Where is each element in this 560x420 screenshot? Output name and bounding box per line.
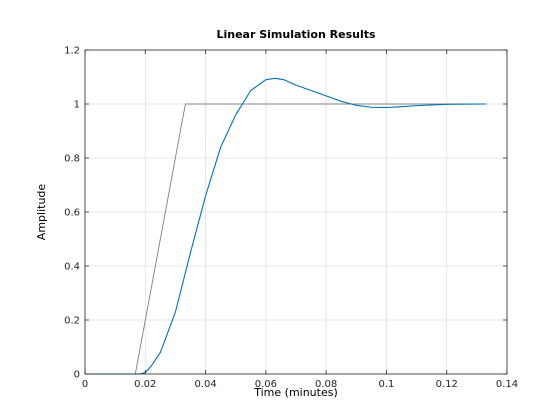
y-tick-label: 0.8 <box>64 154 80 165</box>
y-tick-label: 1.2 <box>64 46 80 57</box>
x-tick-label: 0.1 <box>378 379 394 390</box>
y-axis-label: Amplitude <box>35 184 48 241</box>
x-tick-label: 0.02 <box>134 379 156 390</box>
y-tick-label: 0 <box>74 370 80 381</box>
x-tick-label: 0.04 <box>194 379 216 390</box>
ticks <box>84 49 508 375</box>
x-tick-label: 0.14 <box>496 379 518 390</box>
response-line <box>84 77 487 375</box>
y-tick-label: 1 <box>74 100 80 111</box>
y-tick-label: 0.4 <box>64 262 80 273</box>
chart-title: Linear Simulation Results <box>216 28 376 41</box>
y-tick-label: 0.2 <box>64 316 80 327</box>
x-axis-label: Time (minutes) <box>253 386 338 399</box>
x-tick-label: 0.06 <box>255 379 277 390</box>
x-tick-label: 0.12 <box>436 379 458 390</box>
x-tick-label: 0 <box>82 379 88 390</box>
x-tick-label: 0.08 <box>315 379 337 390</box>
y-tick-label: 0.6 <box>64 208 80 219</box>
tick-labels: 0 0.02 0.04 0.06 0.08 0.1 0.12 0.14 0 0.2 0.4 0.6 0.… <box>64 46 518 391</box>
